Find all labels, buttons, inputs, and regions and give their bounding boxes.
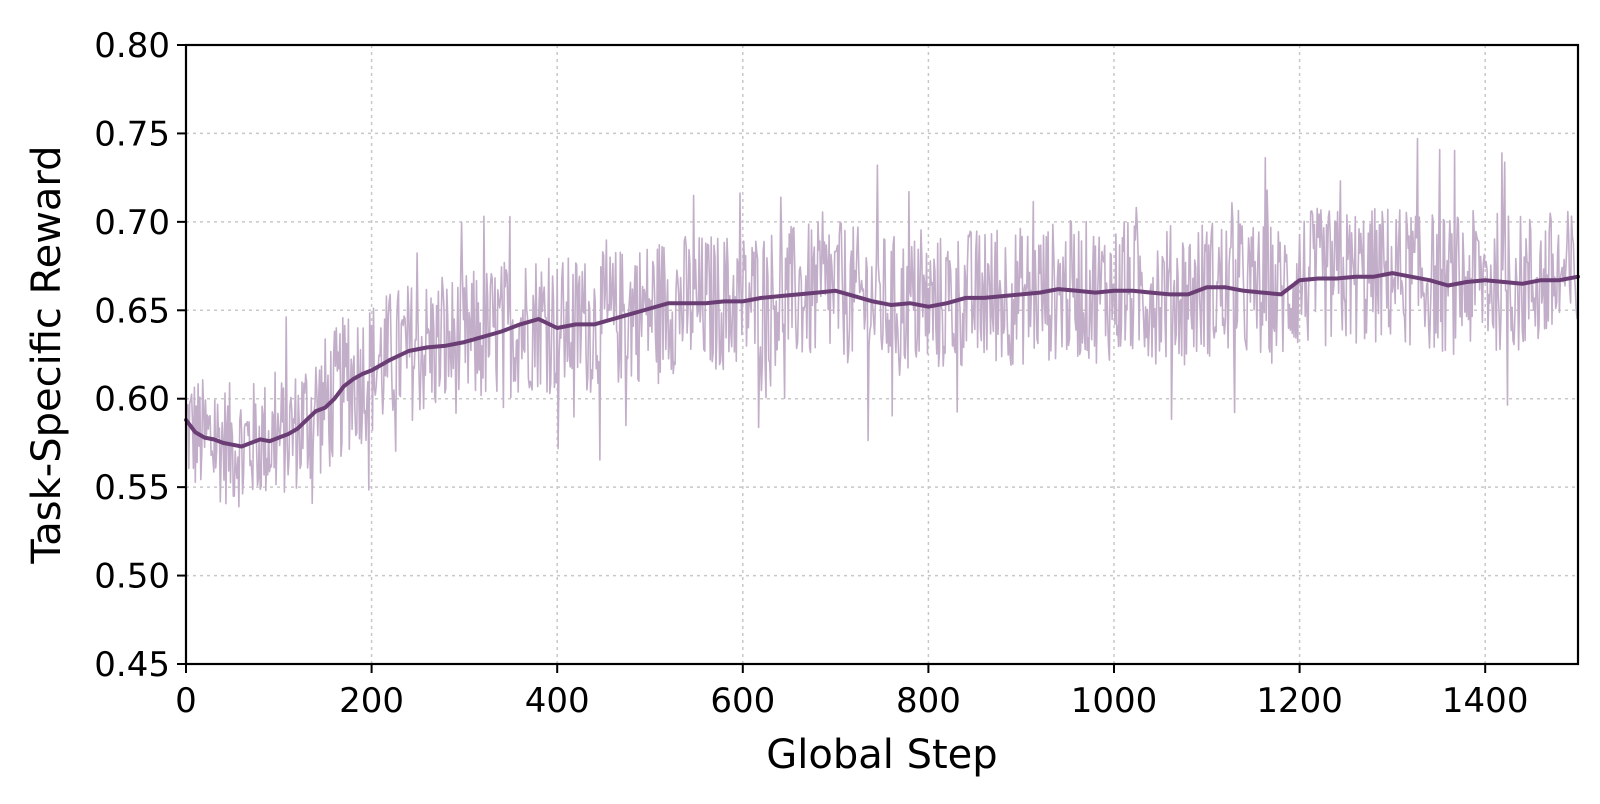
x-tick-label: 0 (175, 681, 197, 721)
grid (185, 44, 1578, 665)
plot-frame (184, 43, 1580, 666)
x-tick-label: 1400 (1442, 681, 1529, 721)
y-tick-label: 0.50 (94, 557, 170, 597)
x-axis-ticks: 0 200 400 600 800 1000 1200 1400 (175, 664, 1528, 721)
x-tick-label: 1200 (1256, 681, 1343, 721)
y-tick-label: 0.60 (94, 380, 170, 420)
y-tick-label: 0.45 (94, 645, 170, 685)
smoothed-series-layer (184, 271, 1580, 449)
x-tick-label: 400 (525, 681, 590, 721)
x-tick-label: 200 (339, 681, 404, 721)
y-tick-label: 0.55 (94, 468, 170, 508)
raw-reward-line (185, 137, 1578, 508)
x-tick-label: 800 (896, 681, 961, 721)
x-tick-label: 1000 (1071, 681, 1158, 721)
x-tick-label: 600 (710, 681, 775, 721)
smoothed-reward-line (184, 271, 1580, 449)
y-axis-ticks: 0.45 0.50 0.55 0.60 0.65 0.70 0.75 0.80 (94, 26, 186, 685)
raw-series-layer (185, 137, 1578, 508)
y-tick-label: 0.65 (94, 291, 170, 331)
y-axis-title: Task-Specific Reward (24, 145, 70, 564)
y-tick-label: 0.70 (94, 203, 170, 243)
y-tick-label: 0.75 (94, 114, 170, 154)
x-axis-title: Global Step (766, 732, 997, 778)
y-tick-label: 0.80 (94, 26, 170, 66)
